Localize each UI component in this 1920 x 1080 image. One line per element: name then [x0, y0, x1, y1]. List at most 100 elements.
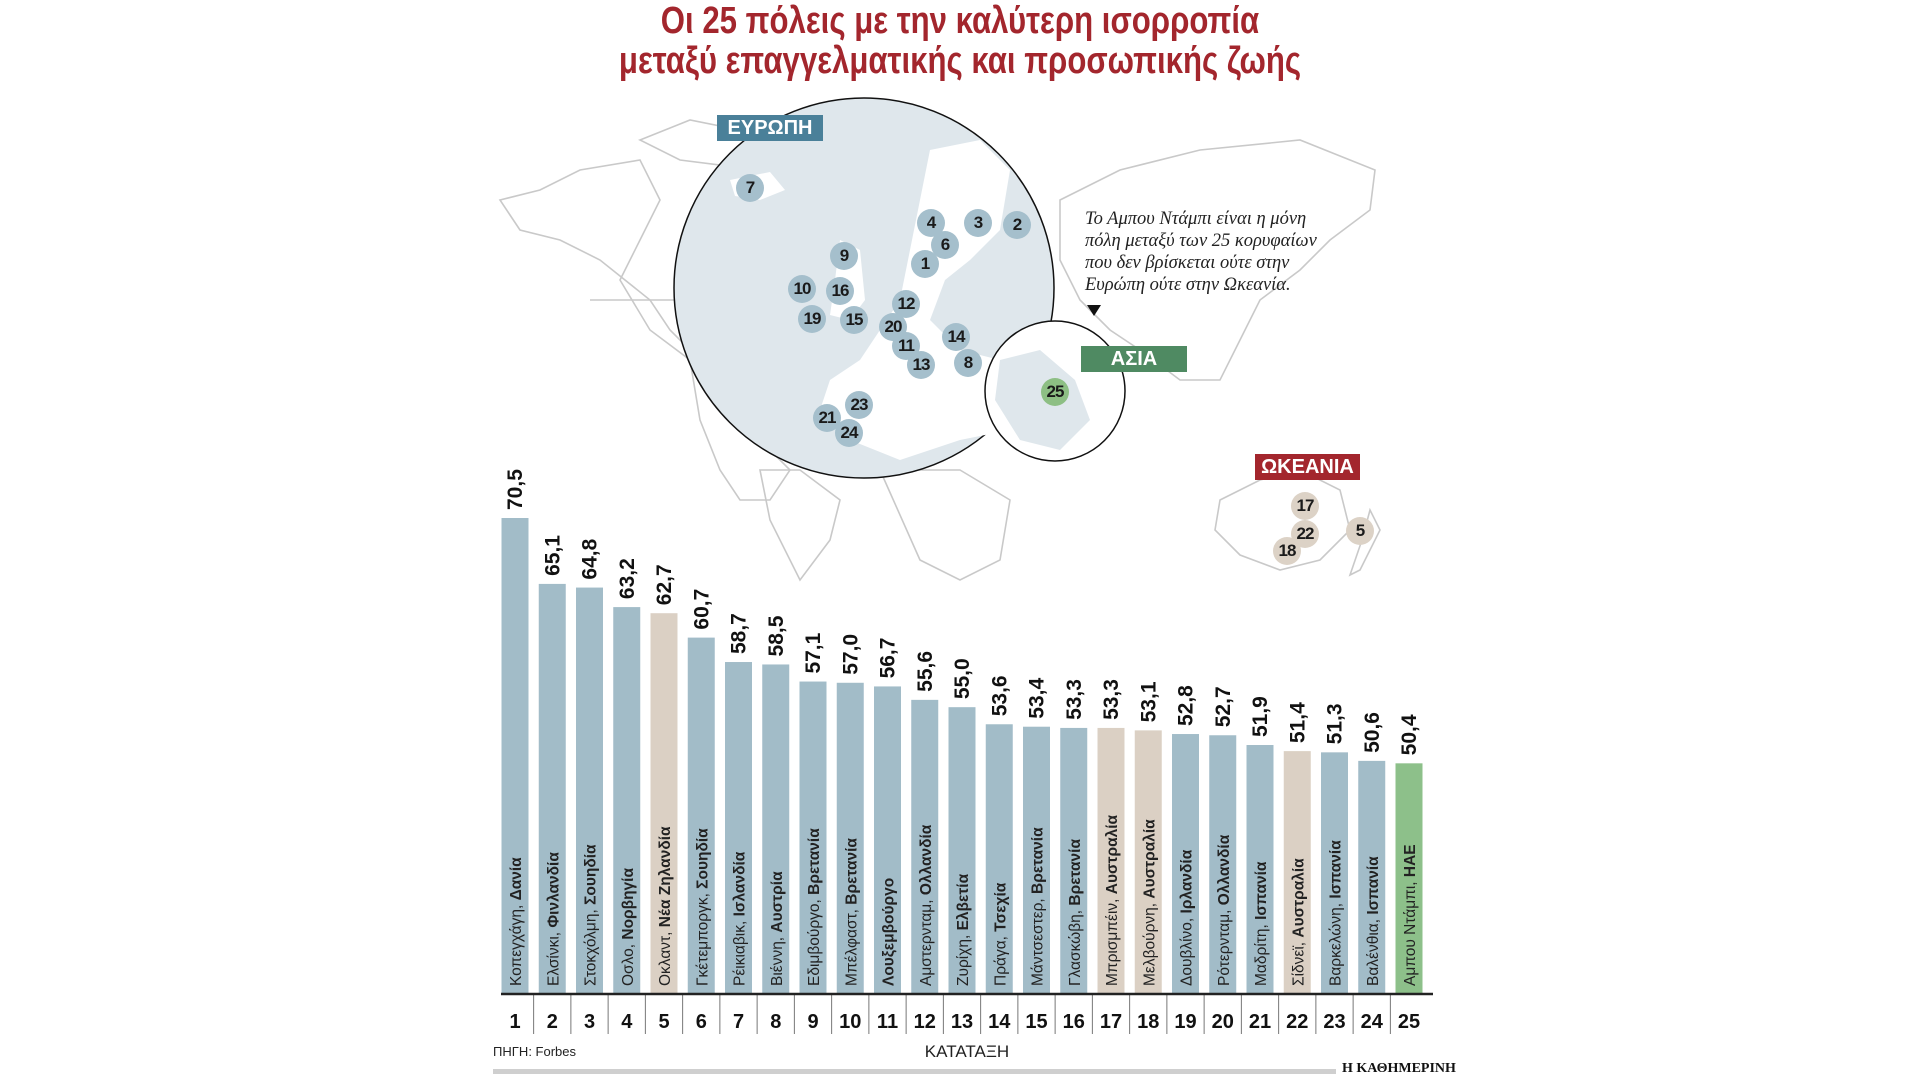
- south-america-outline: [759, 469, 841, 582]
- bar: [725, 662, 752, 994]
- city-label: Ελσίνκι, Φινλανδία: [545, 852, 562, 986]
- city-label: Οκλαντ, Νέα Ζηλανδία: [657, 826, 674, 986]
- value-label: 65,1: [541, 535, 564, 576]
- value-label: 50,4: [1398, 714, 1421, 755]
- bar: [501, 518, 529, 994]
- city-label: Οσλο, Νορβηγία: [620, 868, 637, 986]
- value-label: 52,8: [1175, 685, 1198, 726]
- bar: [1023, 726, 1050, 994]
- map-marker-13: 13: [907, 351, 935, 379]
- value-label: 51,3: [1324, 703, 1347, 744]
- rank-label: 14: [988, 1011, 1011, 1033]
- source-label: ΠΗΓΗ: Forbes: [493, 1044, 577, 1059]
- value-label: 63,2: [616, 558, 639, 599]
- value-label: 56,7: [877, 638, 900, 679]
- city-label: Ρότερνταμ, Ολλανδία: [1216, 834, 1233, 986]
- map-marker-9: 9: [830, 242, 858, 270]
- pointer-triangle-icon: [1087, 305, 1101, 316]
- bar: [650, 613, 678, 994]
- value-label: 57,1: [802, 632, 825, 673]
- value-label: 62,7: [653, 564, 676, 605]
- value-label: 55,6: [914, 651, 937, 692]
- bar: [1209, 735, 1237, 994]
- rank-label: 23: [1323, 1011, 1345, 1033]
- city-label: Γκέτεμποργκ, Σουηδία: [694, 828, 711, 986]
- rank-label: 25: [1398, 1011, 1420, 1033]
- footer-rule: [493, 1069, 1336, 1074]
- city-label: Πράγα, Τσεχία: [992, 882, 1009, 986]
- city-label: Γλασκώβη, Βρετανία: [1067, 839, 1084, 986]
- value-label: 51,9: [1249, 696, 1272, 737]
- rank-label: 4: [621, 1011, 633, 1033]
- city-label: Μπέλφαστ, Βρετανία: [843, 838, 860, 986]
- chart-title-line1: Οι 25 πόλεις με την καλύτερη ισορροπία: [660, 0, 1260, 42]
- city-label: Κοπεγχάγη, Δανία: [508, 857, 525, 986]
- bar: [1097, 727, 1125, 994]
- rank-label: 8: [770, 1011, 781, 1033]
- city-label: Λουξεμβούργο: [881, 878, 898, 986]
- value-label: 52,7: [1212, 686, 1235, 727]
- arabia-land: [995, 350, 1090, 450]
- city-label: Μαδρίτη, Ισπανία: [1253, 861, 1270, 986]
- bar: [613, 607, 641, 994]
- bar: [799, 681, 827, 994]
- map-marker-24: 24: [835, 419, 863, 447]
- value-label: 58,7: [728, 613, 751, 654]
- rank-label: 10: [839, 1011, 861, 1033]
- map-marker-8: 8: [954, 349, 982, 377]
- city-label: Βαρκελώνη, Ισπανία: [1328, 840, 1345, 986]
- value-label: 51,4: [1286, 702, 1309, 743]
- bar: [762, 664, 790, 994]
- region-label-asia: ΑΣΙΑ: [1081, 346, 1187, 372]
- city-label: Αμστερνταμ, Ολλανδία: [918, 824, 935, 986]
- city-label: Αμπου Ντάμπι, ΗΑΕ: [1402, 844, 1419, 986]
- rank-label: 1: [509, 1011, 520, 1033]
- city-label: Μελβούρνη, Αυστραλία: [1141, 819, 1158, 986]
- map-marker-3: 3: [964, 209, 992, 237]
- region-label-oceania: ΩΚΕΑΝΙΑ: [1255, 454, 1360, 480]
- rank-label: 17: [1100, 1011, 1122, 1033]
- rank-label: 2: [547, 1011, 558, 1033]
- city-label: Μάντσεστερ, Βρετανία: [1030, 827, 1047, 986]
- bar: [911, 699, 939, 994]
- city-label: Εδιμβούργο, Βρετανία: [806, 828, 823, 986]
- map-marker-22: 22: [1291, 520, 1319, 548]
- bar: [576, 587, 603, 994]
- city-label: Βιέννη, Αυστρία: [769, 871, 786, 986]
- map-marker-4: 4: [917, 209, 945, 237]
- rank-label: 5: [658, 1011, 669, 1033]
- value-label: 53,3: [1063, 679, 1086, 720]
- bar: [948, 707, 976, 994]
- rank-label: 6: [696, 1011, 707, 1033]
- value-label: 53,6: [988, 675, 1011, 716]
- map-marker-16: 16: [826, 277, 854, 305]
- bar: [985, 724, 1013, 994]
- value-label: 58,5: [765, 615, 788, 656]
- map-marker-15: 15: [840, 306, 868, 334]
- map-marker-10: 10: [788, 275, 816, 303]
- map-marker-17: 17: [1291, 492, 1319, 520]
- x-axis-label: ΚΑΤΑΤΑΞΗ: [924, 1042, 1010, 1061]
- city-label: Ζυρίχη, Ελβετία: [955, 873, 972, 986]
- bar: [1395, 763, 1423, 994]
- bar: [687, 637, 715, 994]
- city-label: Δουβλίνο, Ιρλανδία: [1179, 849, 1196, 986]
- region-label-europe: ΕΥΡΩΠΗ: [717, 115, 823, 141]
- map-marker-23: 23: [845, 391, 873, 419]
- rank-label: 22: [1286, 1011, 1308, 1033]
- north-america-outline: [498, 159, 792, 501]
- bar: [1358, 760, 1386, 994]
- abu-dhabi-note: Το Αμπου Ντάμπι είναι η μόνη πόλη μεταξύ…: [1085, 209, 1317, 295]
- africa-outline: [878, 469, 1011, 581]
- map-marker-2: 2: [1003, 211, 1031, 239]
- value-label: 64,8: [579, 538, 602, 579]
- value-label: 55,0: [951, 658, 974, 699]
- city-label: Ρέικιαβικ, Ισλανδία: [732, 851, 749, 986]
- rank-label: 15: [1025, 1011, 1047, 1033]
- map-marker-14: 14: [942, 323, 970, 351]
- rank-label: 13: [951, 1011, 973, 1033]
- bar: [538, 583, 566, 994]
- value-label: 70,5: [504, 469, 527, 510]
- bar: [1060, 727, 1088, 994]
